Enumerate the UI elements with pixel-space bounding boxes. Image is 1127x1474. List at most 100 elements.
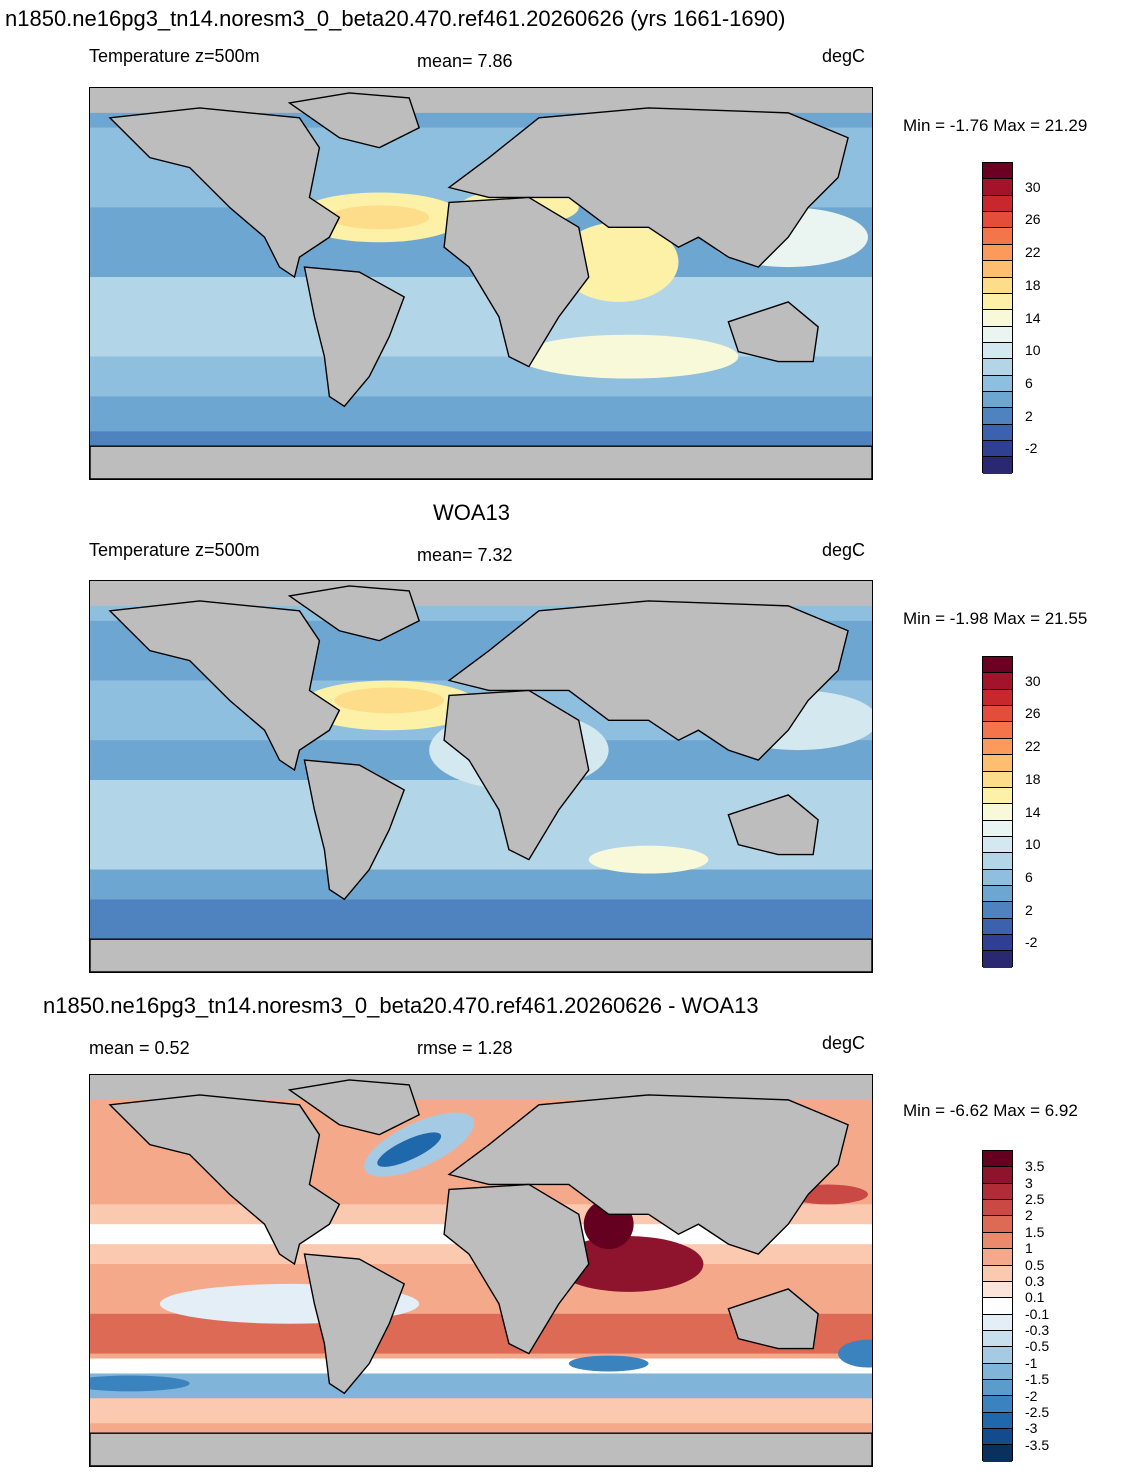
colorbar-segment xyxy=(983,755,1012,772)
colorbar-segment xyxy=(983,706,1012,723)
figure-title: n1850.ne16pg3_tn14.noresm3_0_beta20.470.… xyxy=(5,6,786,31)
colorbar-segment xyxy=(983,673,1012,690)
colorbar-tick-label: 22 xyxy=(1025,244,1041,261)
colorbar-tick-label: 3.5 xyxy=(1025,1158,1045,1175)
colorbar-segment xyxy=(983,1265,1012,1282)
colorbar-segment xyxy=(983,375,1012,393)
panel3-mean-label: mean = 0.52 xyxy=(89,1038,190,1058)
colorbar-segment xyxy=(983,886,1012,903)
panel1-variable-label: Temperature z=500m xyxy=(89,46,260,66)
colorbar-tick-label: 14 xyxy=(1025,309,1041,326)
colorbar-segment xyxy=(983,722,1012,739)
colorbar-segment xyxy=(983,1347,1012,1364)
colorbar-segment xyxy=(983,1200,1012,1217)
panel2-title: WOA13 xyxy=(433,500,511,525)
panel3-map-svg xyxy=(90,1075,872,1466)
colorbar-tick-label: 10 xyxy=(1025,836,1041,853)
colorbar-tick-label: 6 xyxy=(1025,868,1033,885)
panel2-map xyxy=(89,580,873,973)
colorbar-tick-label: -0.1 xyxy=(1025,1305,1050,1322)
colorbar-segment xyxy=(983,1281,1012,1299)
colorbar-tick-label: 0.1 xyxy=(1025,1289,1045,1306)
colorbar-tick-label: -2.5 xyxy=(1025,1403,1050,1420)
colorbar-segment xyxy=(983,261,1012,278)
panel1-map xyxy=(89,87,873,480)
colorbar-segment xyxy=(983,1232,1012,1250)
colorbar-segment xyxy=(983,689,1012,707)
panel3-map xyxy=(89,1074,873,1467)
colorbar-segment xyxy=(983,310,1012,327)
colorbar-tick-label: -0.5 xyxy=(1025,1338,1050,1355)
panel2-colorbar xyxy=(982,656,1013,968)
colorbar-segment xyxy=(983,787,1012,805)
colorbar-tick-label: -2 xyxy=(1025,934,1038,951)
colorbar-segment xyxy=(983,326,1012,343)
panel3-title: n1850.ne16pg3_tn14.noresm3_0_beta20.470.… xyxy=(43,993,759,1018)
colorbar-tick-label: 14 xyxy=(1025,803,1041,820)
colorbar-segment xyxy=(983,293,1012,311)
colorbar-segment xyxy=(983,163,1012,180)
colorbar-tick-label: 0.3 xyxy=(1025,1272,1045,1289)
land-masses xyxy=(90,88,872,479)
colorbar-segment xyxy=(983,738,1012,756)
colorbar-segment xyxy=(983,820,1012,837)
colorbar-segment xyxy=(983,1167,1012,1184)
colorbar-tick-label: 22 xyxy=(1025,738,1041,755)
panel3-colorbar xyxy=(982,1150,1013,1462)
colorbar-segment xyxy=(983,457,1012,474)
colorbar-segment xyxy=(983,1445,1012,1462)
colorbar-segment xyxy=(983,1396,1012,1413)
panel1-minmax: Min = -1.76 Max = 21.29 xyxy=(903,116,1088,135)
colorbar-tick-label: 1.5 xyxy=(1025,1223,1045,1240)
colorbar-segment xyxy=(983,424,1012,442)
panel3-rmse-label: rmse = 1.28 xyxy=(417,1038,513,1058)
colorbar-segment xyxy=(983,441,1012,458)
colorbar-segment xyxy=(983,212,1012,229)
colorbar-segment xyxy=(983,1412,1012,1430)
colorbar-tick-label: -2 xyxy=(1025,440,1038,457)
colorbar-tick-label: 10 xyxy=(1025,342,1041,359)
colorbar-segment xyxy=(983,244,1012,262)
colorbar-tick-label: 2.5 xyxy=(1025,1191,1045,1208)
panel1-mean-label: mean= 7.86 xyxy=(417,51,513,71)
colorbar-segment xyxy=(983,1330,1012,1348)
colorbar-tick-label: 3 xyxy=(1025,1174,1033,1191)
colorbar-segment xyxy=(983,1298,1012,1315)
colorbar-segment xyxy=(983,1151,1012,1168)
colorbar-segment xyxy=(983,1216,1012,1233)
colorbar-segment xyxy=(983,195,1012,213)
colorbar-segment xyxy=(983,342,1012,360)
colorbar-tick-label: -3 xyxy=(1025,1420,1038,1437)
colorbar-segment xyxy=(983,951,1012,968)
colorbar-segment xyxy=(983,392,1012,409)
colorbar-segment xyxy=(983,869,1012,887)
colorbar-tick-label: 2 xyxy=(1025,407,1033,424)
panel1-units-label: degC xyxy=(822,46,866,66)
colorbar-tick-label: 30 xyxy=(1025,672,1041,689)
colorbar-segment xyxy=(983,179,1012,196)
colorbar-segment xyxy=(983,853,1012,870)
land-masses-2 xyxy=(90,581,872,972)
colorbar-tick-label: -3.5 xyxy=(1025,1436,1050,1453)
panel3-minmax: Min = -6.62 Max = 6.92 xyxy=(903,1101,1078,1120)
land-masses-3 xyxy=(90,1075,872,1466)
colorbar-tick-label: 18 xyxy=(1025,276,1041,293)
colorbar-segment xyxy=(983,359,1012,376)
colorbar-tick-label: 0.5 xyxy=(1025,1256,1045,1273)
colorbar-segment xyxy=(983,1183,1012,1201)
colorbar-segment xyxy=(983,408,1012,425)
panel2-variable-label: Temperature z=500m xyxy=(89,540,260,560)
colorbar-segment xyxy=(983,902,1012,919)
colorbar-segment xyxy=(983,228,1012,245)
colorbar-tick-label: 6 xyxy=(1025,374,1033,391)
colorbar-tick-label: -0.3 xyxy=(1025,1322,1050,1339)
panel2-units-label: degC xyxy=(822,540,866,560)
colorbar-segment xyxy=(983,277,1012,294)
colorbar-tick-label: 26 xyxy=(1025,705,1041,722)
colorbar-segment xyxy=(983,1380,1012,1397)
colorbar-segment xyxy=(983,918,1012,936)
panel3-units-label: degC xyxy=(822,1033,866,1053)
colorbar-tick-label: 18 xyxy=(1025,770,1041,787)
panel2-minmax: Min = -1.98 Max = 21.55 xyxy=(903,609,1088,628)
colorbar-segment xyxy=(983,804,1012,821)
